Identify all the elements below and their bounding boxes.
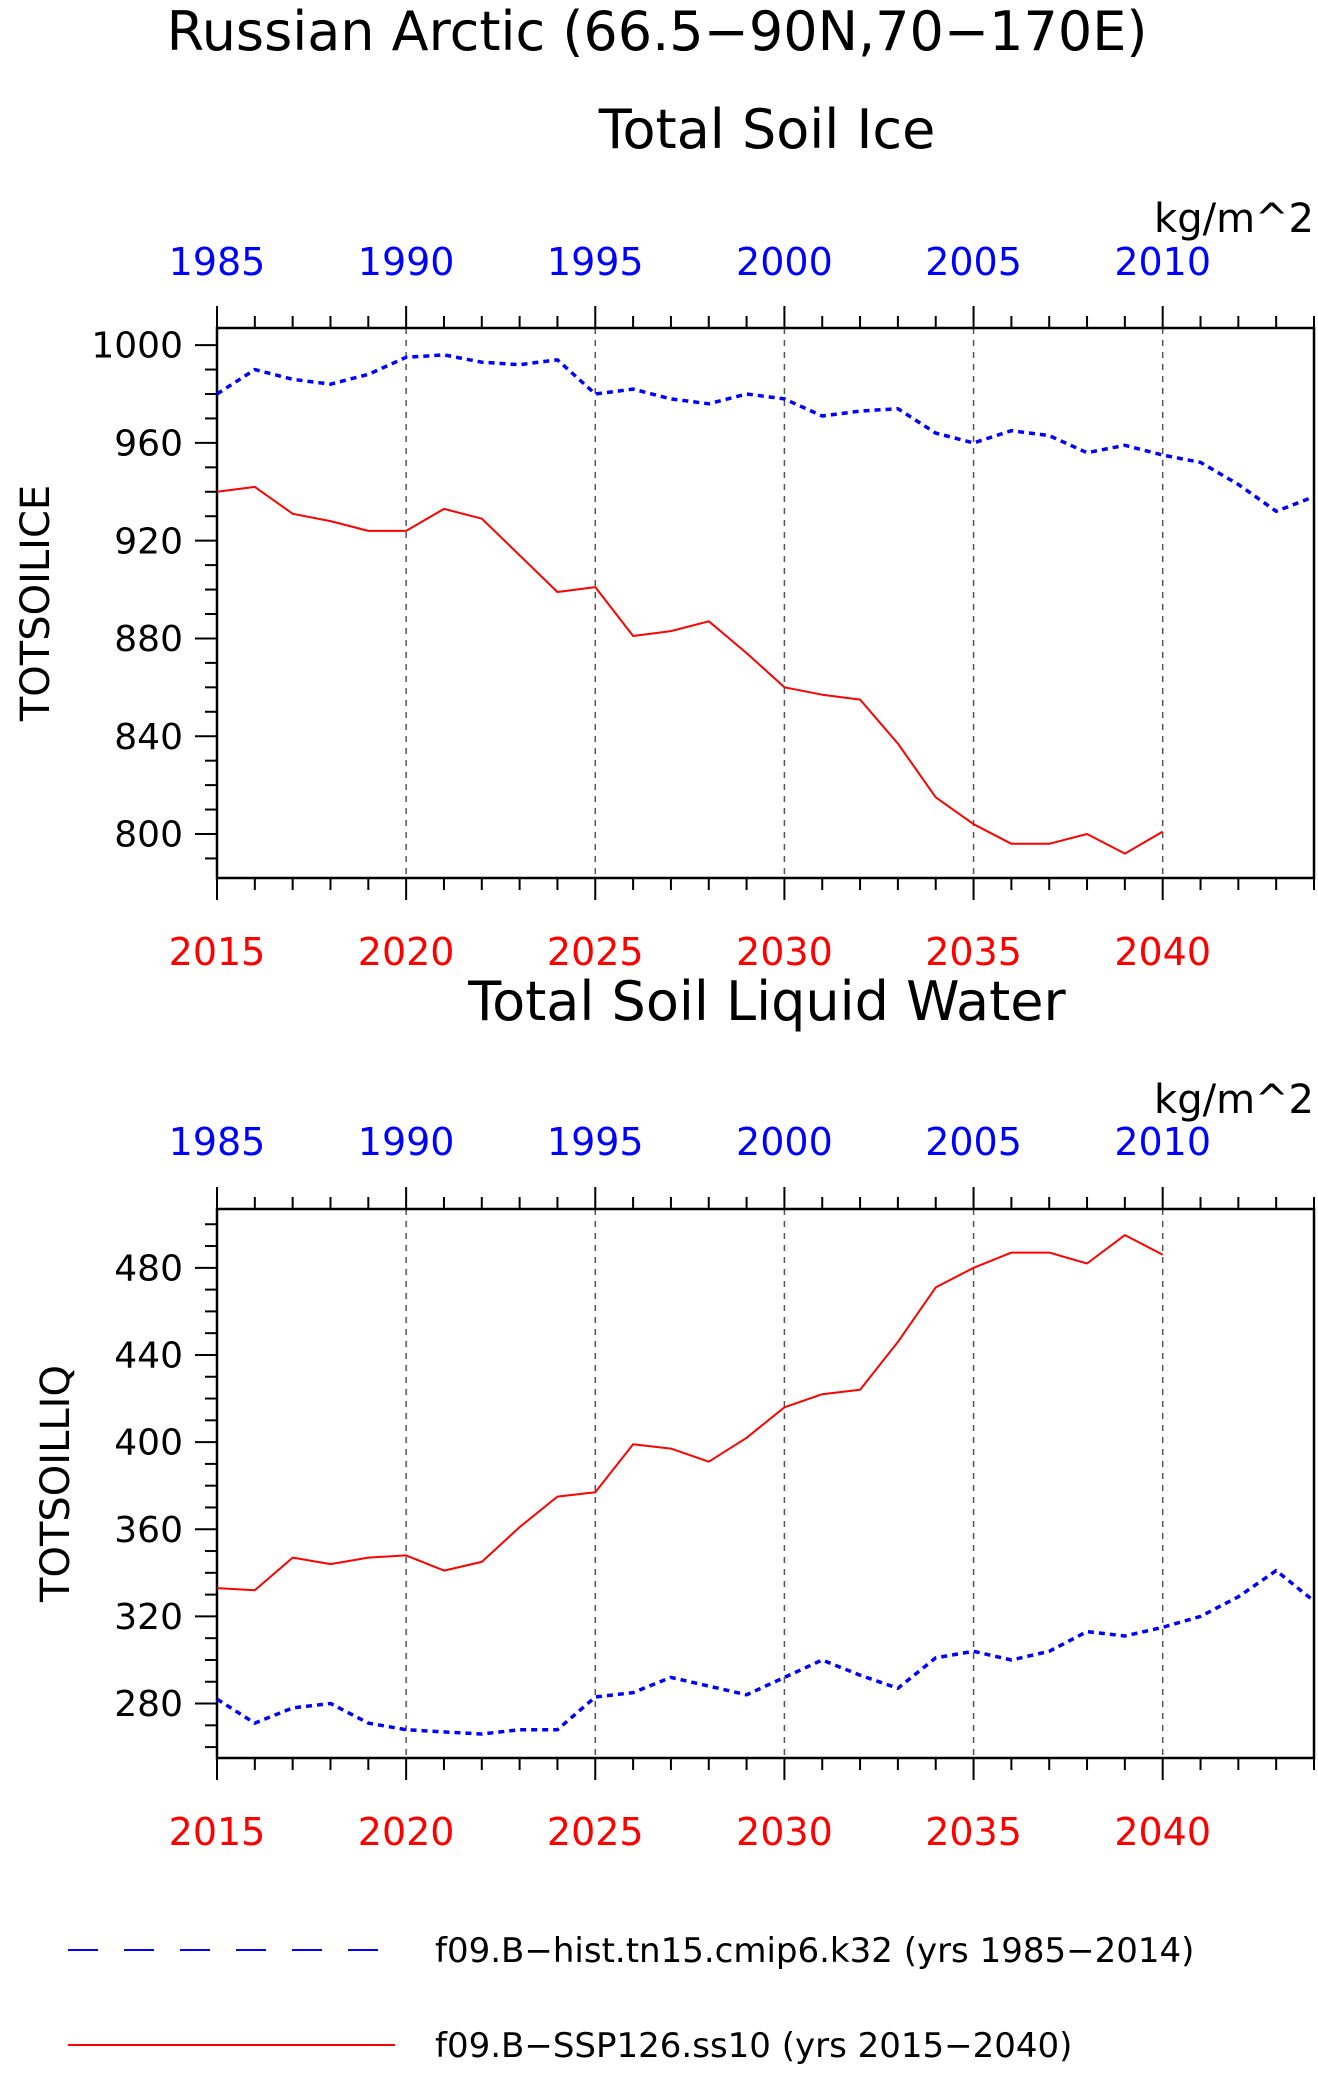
figure-title: Russian Arctic (66.5−90N,70−170E) [167, 0, 1148, 63]
plot-frame [215, 326, 1316, 880]
x-bottom-tick-label: 2035 [925, 930, 1022, 974]
x-bottom-tick-label: 2020 [358, 930, 455, 974]
x-bottom-tick-label: 2015 [169, 1810, 266, 1854]
x-bottom-tick-label: 2020 [358, 1810, 455, 1854]
legend: f09.B−hist.tn15.cmip6.k32 (yrs 1985−2014… [68, 1931, 1194, 2066]
x-top-tick-label: 2005 [925, 240, 1022, 284]
x-top-tick-label: 2000 [736, 240, 833, 284]
hist-series-line [216, 353, 1315, 514]
x-top-tick-label: 2000 [736, 1120, 833, 1164]
x-bottom-tick-label: 2040 [1114, 930, 1211, 974]
x-bottom-tick-label: 2040 [1114, 1810, 1211, 1854]
x-bottom-tick-label: 2035 [925, 1810, 1022, 1854]
x-top-tick-label: 1995 [547, 1120, 644, 1164]
y-tick-label: 880 [114, 619, 183, 660]
y-tick-label: 800 [114, 815, 183, 856]
x-top-tick-label: 2010 [1114, 240, 1211, 284]
chart-title: Total Soil Ice [598, 98, 936, 161]
y-axis-label: TOTSOILICE [13, 485, 59, 722]
x-bottom-tick-label: 2030 [736, 930, 833, 974]
y-tick-label: 320 [114, 1597, 183, 1638]
legend-label: f09.B−SSP126.ss10 (yrs 2015−2040) [435, 2026, 1072, 2066]
chart-title: Total Soil Liquid Water [467, 970, 1066, 1033]
x-top-tick-label: 1985 [169, 1120, 266, 1164]
x-top-tick-label: 2005 [925, 1120, 1022, 1164]
y-tick-label: 920 [114, 521, 183, 562]
x-top-tick-label: 1990 [358, 240, 455, 284]
units-label: kg/m^2 [1154, 196, 1314, 242]
x-bottom-tick-label: 2015 [169, 930, 266, 974]
legend-label: f09.B−hist.tn15.cmip6.k32 (yrs 1985−2014… [435, 1931, 1194, 1971]
y-tick-label: 480 [114, 1248, 183, 1289]
x-top-tick-label: 2010 [1114, 1120, 1211, 1164]
y-tick-label: 840 [114, 717, 183, 758]
units-label: kg/m^2 [1154, 1077, 1314, 1123]
y-tick-label: 400 [114, 1423, 183, 1464]
x-top-tick-label: 1985 [169, 240, 266, 284]
x-top-tick-label: 1990 [358, 1120, 455, 1164]
x-top-tick-label: 1995 [547, 240, 644, 284]
ssp-series-line [216, 1234, 1164, 1592]
y-axis-label: TOTSOILLIQ [33, 1365, 79, 1603]
plot-frame [215, 1207, 1316, 1760]
y-tick-label: 960 [114, 423, 183, 464]
x-bottom-tick-label: 2025 [547, 930, 644, 974]
hist-series-line [216, 1568, 1316, 1736]
y-tick-label: 280 [114, 1684, 183, 1725]
x-bottom-tick-label: 2025 [547, 1810, 644, 1854]
x-bottom-tick-label: 2030 [736, 1810, 833, 1854]
y-tick-label: 1000 [91, 326, 183, 367]
chart-panel-2: Total Soil Liquid Water kg/m^2 TOTSOILLIQ 2… [33, 970, 1316, 1854]
y-tick-label: 360 [114, 1510, 183, 1551]
chart-panel-1: Total Soil Ice kg/m^2 TOTSOILICE 2015 2020 20… [13, 98, 1316, 974]
y-tick-label: 440 [114, 1336, 183, 1377]
ssp-series-line [216, 485, 1164, 855]
